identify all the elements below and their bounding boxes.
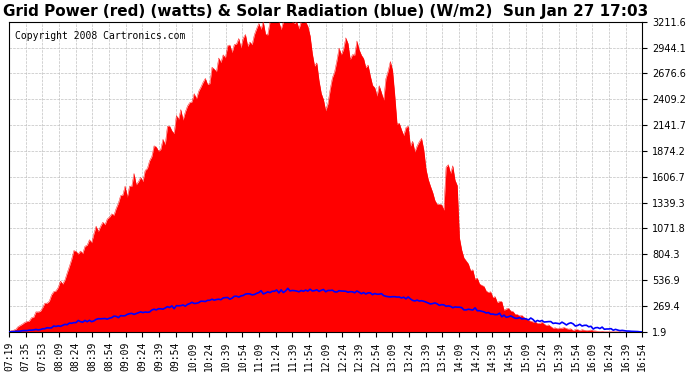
Title: Grid Power (red) (watts) & Solar Radiation (blue) (W/m2)  Sun Jan 27 17:03: Grid Power (red) (watts) & Solar Radiati…	[3, 4, 649, 19]
Text: Copyright 2008 Cartronics.com: Copyright 2008 Cartronics.com	[15, 31, 186, 41]
